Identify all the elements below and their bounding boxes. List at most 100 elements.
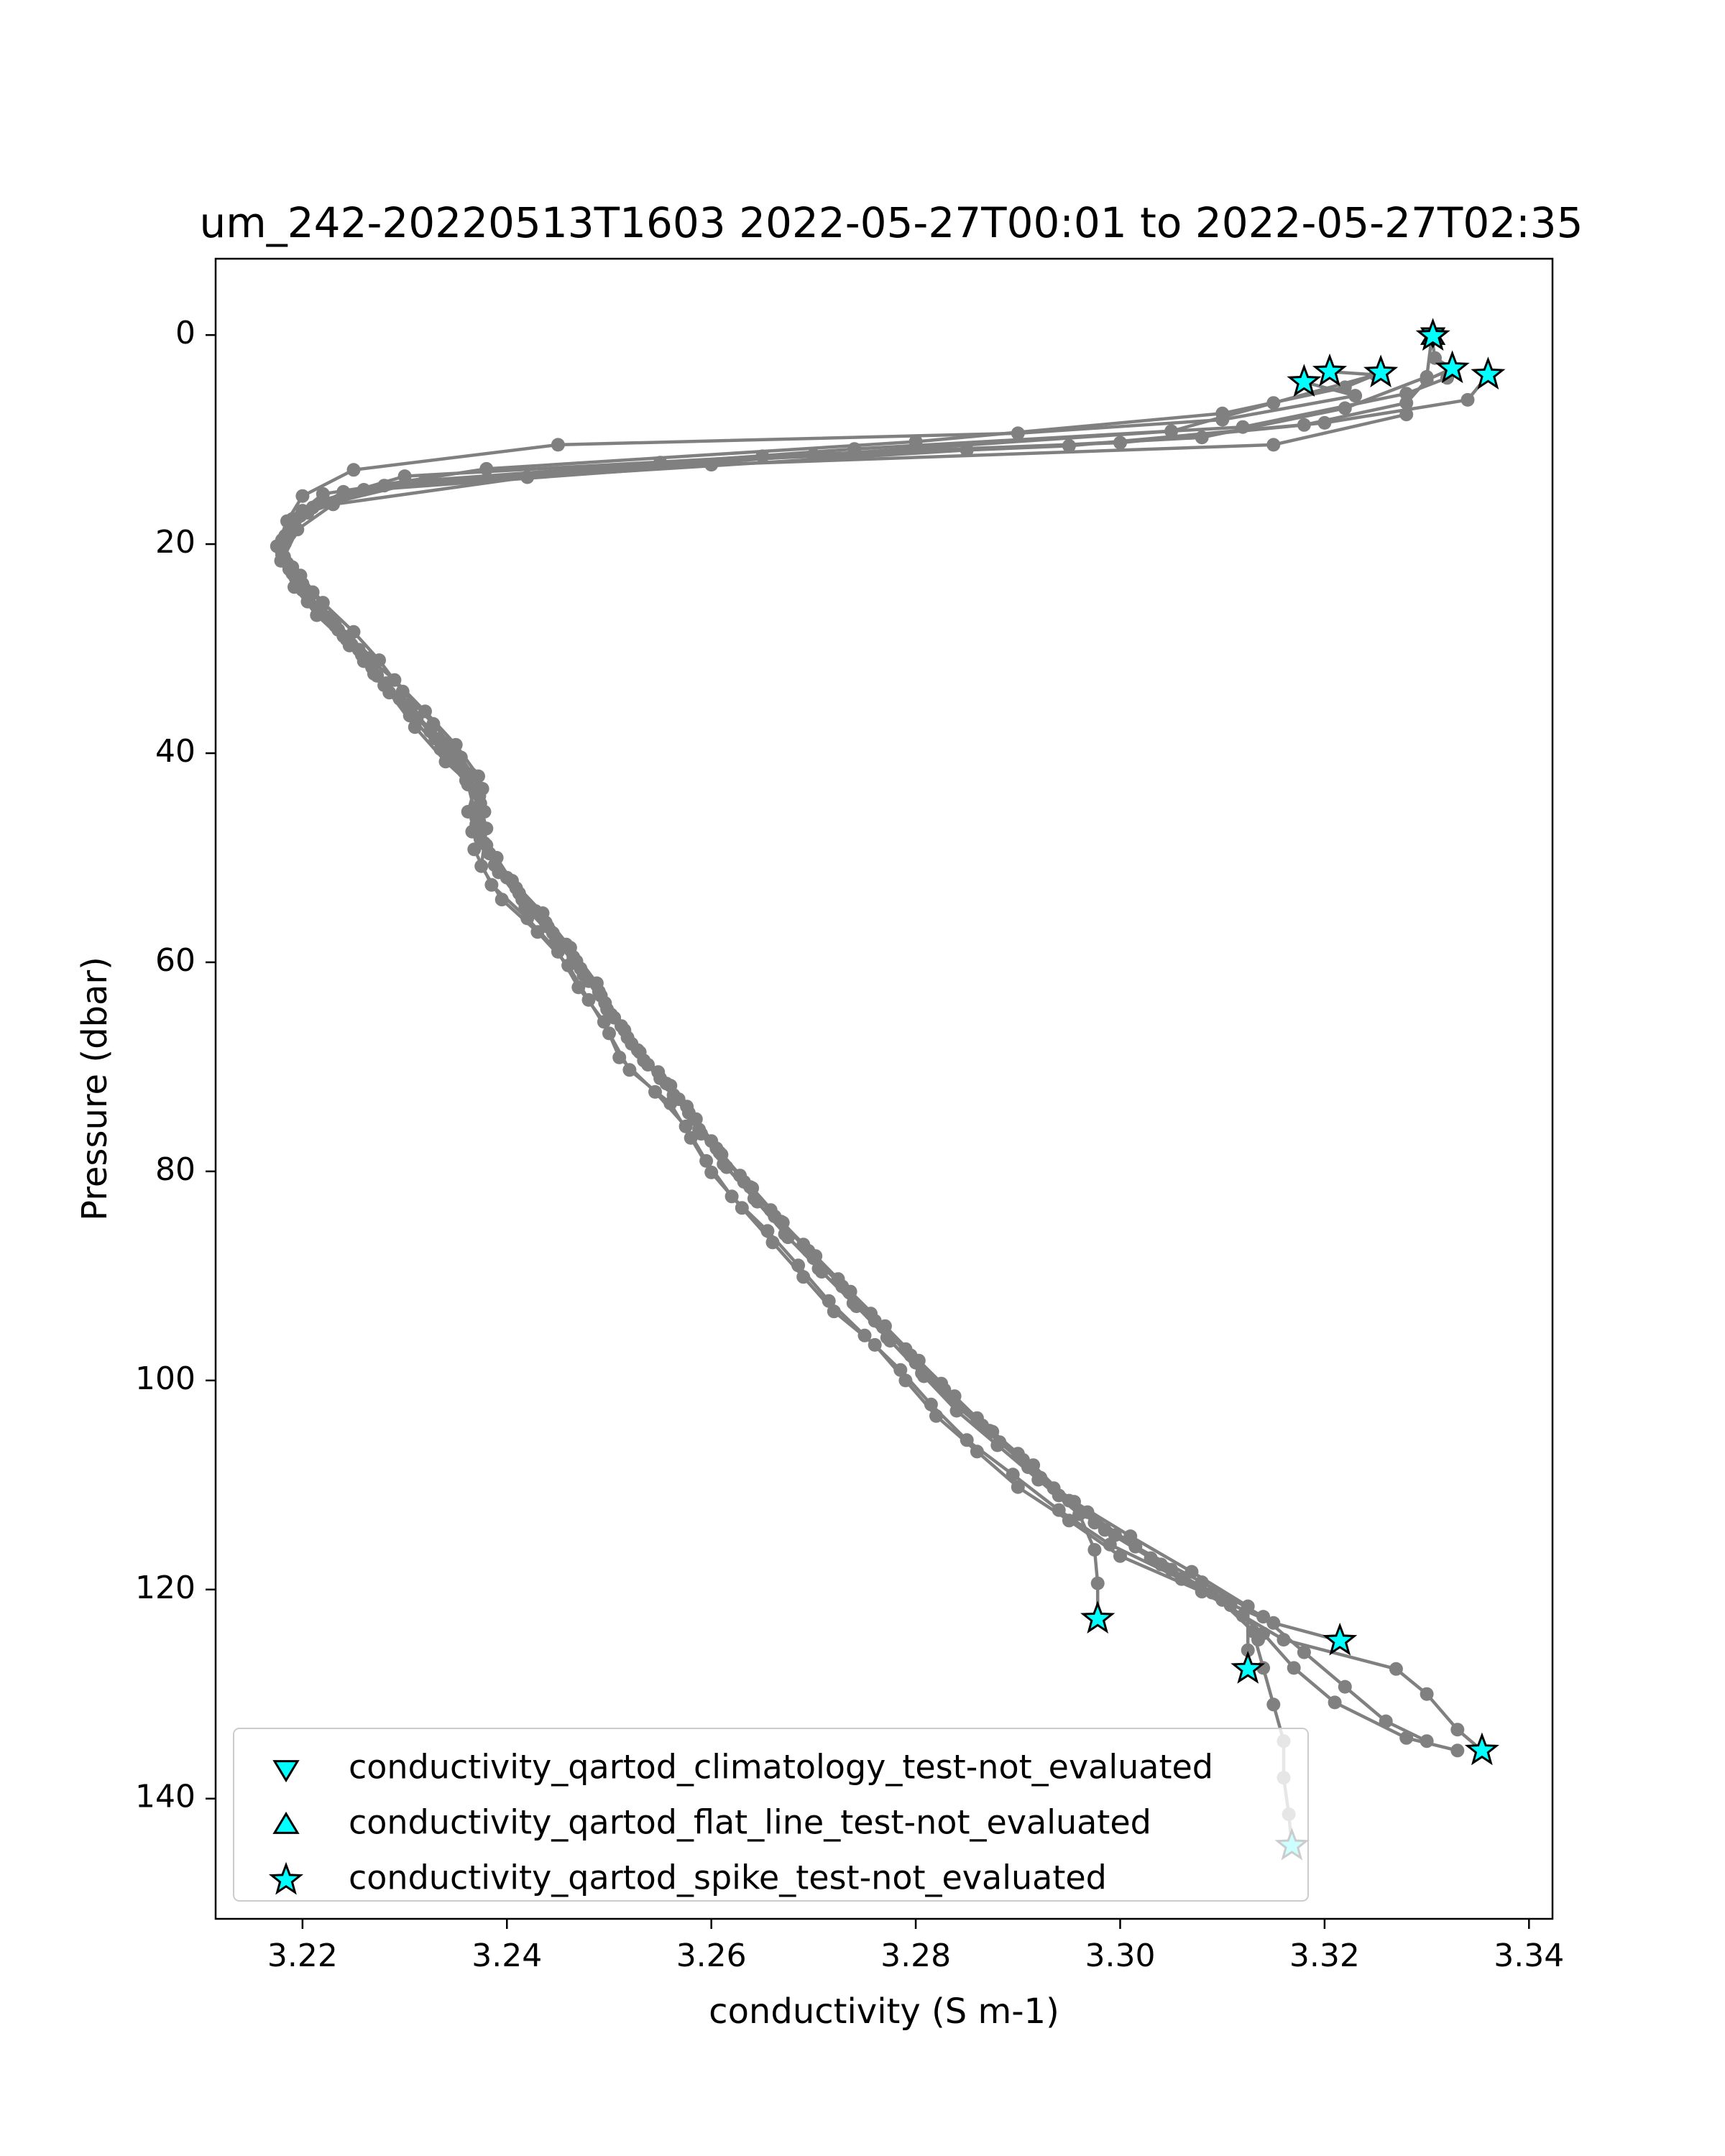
legend: conductivity_qartod_climatology_test-not…	[233, 1728, 1309, 1902]
x-axis-label: conductivity (S m-1)	[709, 1991, 1059, 2032]
legend-label-flat-line: conductivity_qartod_flat_line_test-not_e…	[349, 1803, 1151, 1842]
data-point	[551, 438, 565, 452]
data-point	[699, 1153, 714, 1168]
data-point	[274, 553, 288, 568]
legend-marker-climatology	[272, 1760, 300, 1783]
data-point	[970, 1445, 984, 1459]
data-point	[960, 1433, 974, 1447]
data-point	[464, 767, 478, 781]
data-point	[559, 937, 574, 952]
y-tick-label: 80	[155, 1151, 196, 1188]
data-point	[1297, 1645, 1311, 1659]
data-point	[509, 881, 523, 895]
data-point	[571, 980, 586, 995]
data-point	[1420, 1734, 1434, 1749]
data-point	[1379, 1714, 1393, 1728]
data-point	[612, 1050, 627, 1064]
spike-flag-marker	[1363, 354, 1399, 387]
y-axis-label: Pressure (dbar)	[75, 957, 115, 1221]
data-point	[1338, 1680, 1352, 1694]
data-point	[282, 562, 296, 576]
data-point	[1266, 438, 1281, 452]
data-point	[418, 473, 432, 487]
y-tick-label: 120	[135, 1570, 196, 1606]
data-point	[443, 744, 457, 758]
legend-item-climatology: conductivity_qartod_climatology_test-not…	[272, 1748, 1213, 1787]
data-point	[1128, 1539, 1143, 1554]
data-point	[1399, 407, 1414, 422]
data-point	[1236, 420, 1250, 434]
data-point	[380, 676, 393, 691]
data-point	[915, 1366, 929, 1381]
legend-item-flat-line: conductivity_qartod_flat_line_test-not_e…	[272, 1803, 1151, 1842]
data-point	[482, 847, 497, 861]
data-point	[704, 458, 719, 472]
data-point	[1399, 387, 1414, 401]
legend-marker-flat-line	[272, 1811, 300, 1834]
data-point	[1266, 1616, 1281, 1630]
data-point	[1256, 1610, 1271, 1624]
data-point	[1080, 1505, 1095, 1519]
data-point	[293, 509, 308, 523]
y-tick-label: 100	[135, 1360, 196, 1397]
data-point	[1338, 380, 1352, 395]
x-tick-label: 3.32	[1289, 1938, 1360, 1974]
axis-layer: 3.22 3.24 3.26 3.28 3.30 3.32 3.34 0 20 40 60 80 100…	[135, 315, 1564, 1974]
data-point	[893, 1363, 908, 1377]
plot-area	[214, 257, 1554, 1920]
data-point	[1460, 392, 1475, 407]
data-point	[760, 1224, 775, 1238]
spike-flag-marker	[1287, 364, 1322, 397]
data-point	[346, 463, 361, 477]
x-tick-label: 3.22	[267, 1938, 338, 1974]
data-point	[778, 1227, 792, 1241]
data-point	[924, 1397, 938, 1411]
x-tick-label: 3.26	[676, 1938, 747, 1974]
spike-flag-marker	[1435, 350, 1470, 384]
data-point	[461, 778, 475, 792]
data-point	[515, 893, 530, 907]
y-tick-label: 140	[135, 1779, 196, 1815]
spike-flag-marker	[1464, 1732, 1499, 1766]
data-point	[692, 1123, 707, 1137]
data-point	[538, 916, 553, 930]
data-point	[342, 638, 356, 653]
data-point	[847, 442, 862, 456]
data-point	[1195, 430, 1209, 445]
spike-flag-marker	[1230, 1650, 1266, 1684]
x-tick-label: 3.34	[1494, 1938, 1564, 1974]
data-point	[960, 443, 974, 457]
data-point	[983, 1424, 996, 1438]
spike-flag-marker	[1471, 356, 1506, 390]
data-point	[1428, 351, 1442, 365]
profile-series	[278, 407, 1434, 1749]
data-point	[1251, 1633, 1265, 1647]
data-point	[288, 580, 301, 594]
data-point	[704, 1165, 719, 1179]
data-point	[1062, 1514, 1076, 1528]
data-point	[465, 824, 479, 839]
data-point	[648, 1084, 662, 1099]
data-point	[1450, 1723, 1465, 1737]
data-point	[857, 1328, 872, 1342]
data-point	[1195, 1575, 1209, 1590]
data-point	[1317, 415, 1332, 430]
data-point	[592, 985, 606, 999]
data-point	[666, 1088, 681, 1102]
legend-item-spike: conductivity_qartod_spike_test-not_evalu…	[268, 1858, 1107, 1897]
data-point	[410, 711, 424, 725]
data-point	[303, 589, 317, 604]
y-tick-label: 60	[155, 942, 196, 979]
spike-flag-marker	[1322, 1622, 1358, 1656]
data-point	[846, 1296, 860, 1310]
x-tick-label: 3.28	[880, 1938, 951, 1974]
x-tick-label: 3.30	[1085, 1938, 1156, 1974]
data-point	[1399, 396, 1414, 410]
data-point	[1052, 1503, 1066, 1517]
data-point	[1450, 1743, 1465, 1758]
data-point	[622, 1063, 637, 1077]
data-point	[1006, 1468, 1020, 1482]
data-point	[336, 484, 351, 499]
legend-frame	[233, 1728, 1309, 1902]
data-point	[878, 1319, 892, 1333]
